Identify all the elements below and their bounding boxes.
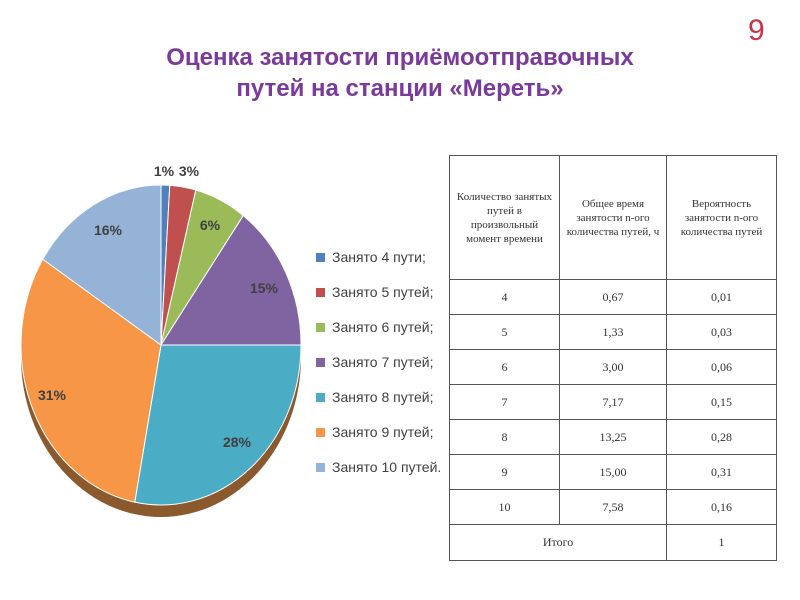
legend-swatch bbox=[316, 253, 325, 262]
page-title: Оценка занятости приёмоотправочных путей… bbox=[80, 42, 720, 104]
pie-slice-label: 3% bbox=[179, 163, 200, 179]
table-cell: 0,15 bbox=[666, 384, 777, 420]
table-cell: 15,00 bbox=[559, 454, 667, 490]
table-cell: 0,31 bbox=[666, 454, 777, 490]
pie-slice-label: 1% bbox=[154, 163, 175, 179]
table-cell: 10 bbox=[449, 489, 560, 525]
legend-label: Занято 10 путей. bbox=[332, 459, 441, 475]
legend-swatch bbox=[316, 463, 325, 472]
table-cell: 3,00 bbox=[559, 349, 667, 385]
legend-swatch bbox=[316, 358, 325, 367]
table-header-row: Количество занятых путей в произвольный … bbox=[449, 155, 777, 280]
legend-label: Занято 5 путей; bbox=[332, 284, 434, 300]
pie-slice bbox=[160, 214, 302, 346]
table-row: 5 1,33 0,03 bbox=[449, 314, 777, 350]
table-cell: 5 bbox=[449, 314, 560, 350]
table-cell: 6 bbox=[449, 349, 560, 385]
table-cell: 9 bbox=[449, 454, 560, 490]
table-cell: 0,16 bbox=[666, 489, 777, 525]
legend-label: Занято 4 пути; bbox=[332, 249, 426, 265]
title-line-1: Оценка занятости приёмоотправочных bbox=[166, 44, 634, 71]
occupancy-table: Количество занятых путей в произвольный … bbox=[449, 155, 777, 561]
table-total-row: Итого 1 bbox=[449, 524, 777, 561]
pie-chart: 1% 3% 6% 15% 28% 31% 16% Занято 4 пути; Занято 5… bbox=[20, 163, 441, 517]
table-cell: 1,33 bbox=[559, 314, 667, 350]
table-row: 7 7,17 0,15 bbox=[449, 384, 777, 420]
table-cell: 4 bbox=[449, 279, 560, 315]
legend-label: Занято 8 путей; bbox=[332, 389, 434, 405]
pie-slice-label: 6% bbox=[200, 217, 221, 233]
legend-label: Занято 6 путей; bbox=[332, 319, 434, 335]
table-cell: 8 bbox=[449, 419, 560, 455]
table-row: 8 13,25 0,28 bbox=[449, 419, 777, 455]
legend-label: Занято 9 путей; bbox=[332, 424, 434, 440]
table-row: 6 3,00 0,06 bbox=[449, 349, 777, 385]
pie-slice bbox=[42, 184, 162, 346]
legend-swatch bbox=[316, 393, 325, 402]
table-cell: 0,01 bbox=[666, 279, 777, 315]
legend-label: Занято 7 путей; bbox=[332, 354, 434, 370]
pie-slice-label: 28% bbox=[223, 434, 252, 450]
table-cell: 0,03 bbox=[666, 314, 777, 350]
table-header-time: Общее время занятости n-ого количества п… bbox=[559, 155, 667, 280]
pie-slice-label: 16% bbox=[94, 222, 123, 238]
table-header-probability: Вероятность занятости n-ого количества п… bbox=[666, 155, 777, 280]
table-header-tracks: Количество занятых путей в произвольный … bbox=[449, 155, 560, 280]
title-line-2: путей на станции «Мереть» bbox=[236, 75, 564, 102]
table-cell: 0,28 bbox=[666, 419, 777, 455]
legend-swatch bbox=[316, 288, 325, 297]
table-cell: 0,67 bbox=[559, 279, 667, 315]
legend-swatch bbox=[316, 428, 325, 437]
table-cell: 13,25 bbox=[559, 419, 667, 455]
legend-swatch bbox=[316, 323, 325, 332]
table-cell: 7,58 bbox=[559, 489, 667, 525]
slide-number: 9 bbox=[748, 14, 765, 47]
pie-slice-label: 31% bbox=[38, 387, 67, 403]
table-total-label: Итого bbox=[449, 524, 667, 561]
table-row: 4 0,67 0,01 bbox=[449, 279, 777, 315]
table-cell: 0,06 bbox=[666, 349, 777, 385]
table-total-value: 1 bbox=[666, 524, 777, 561]
table-row: 10 7,58 0,16 bbox=[449, 489, 777, 525]
table-cell: 7,17 bbox=[559, 384, 667, 420]
pie-slice-label: 15% bbox=[250, 280, 279, 296]
pie-slice bbox=[134, 344, 302, 506]
table-cell: 7 bbox=[449, 384, 560, 420]
table-row: 9 15,00 0,31 bbox=[449, 454, 777, 490]
